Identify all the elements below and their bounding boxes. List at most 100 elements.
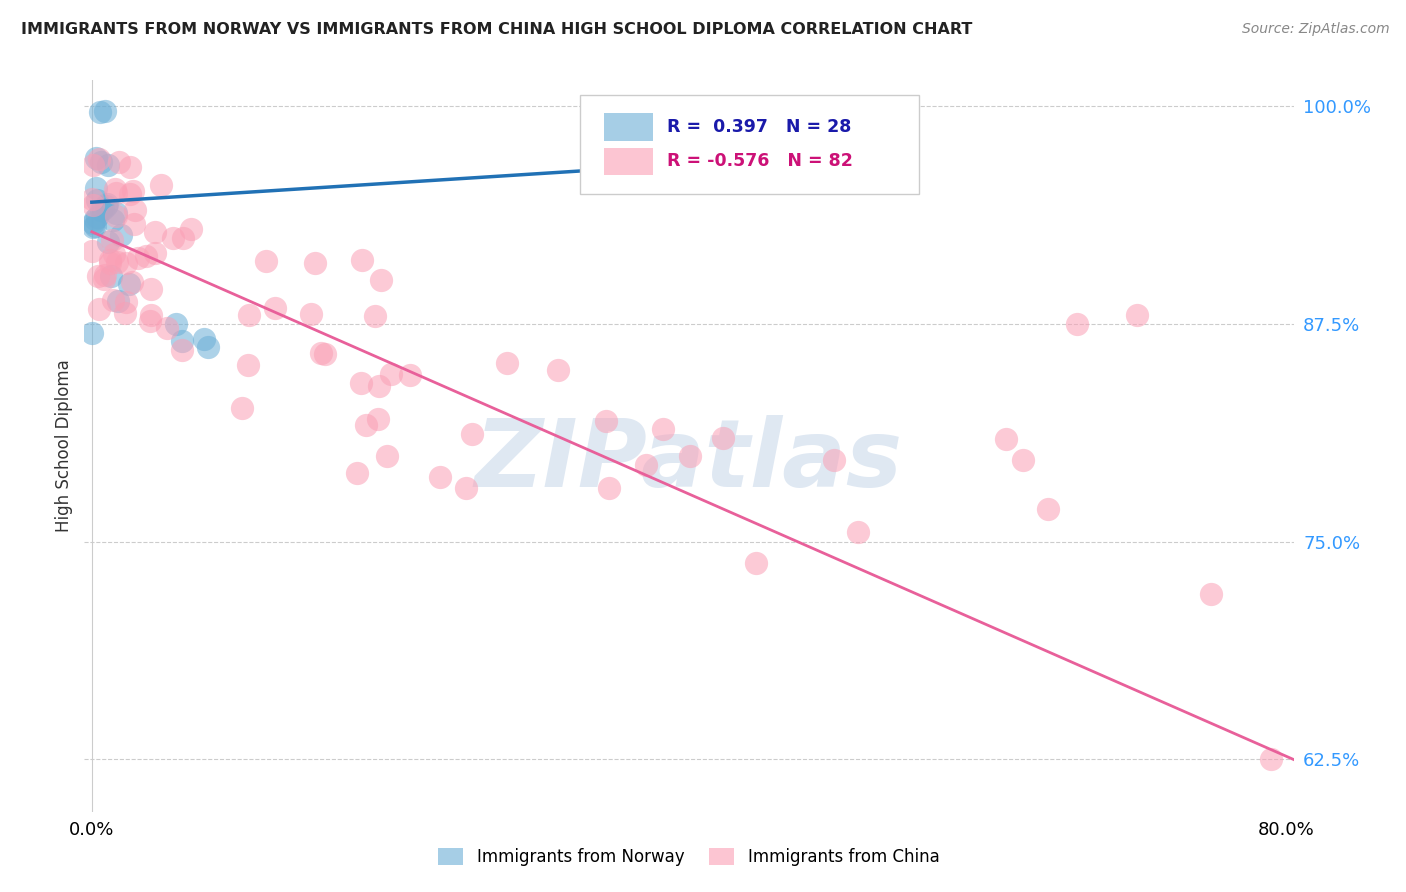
Point xyxy=(368,379,391,393)
Point xyxy=(1260,752,1282,766)
Point xyxy=(104,206,127,220)
Point xyxy=(155,321,177,335)
Point xyxy=(122,217,145,231)
Point xyxy=(87,302,110,317)
Point xyxy=(299,306,322,320)
Point xyxy=(84,181,107,195)
Point xyxy=(172,231,194,245)
Point xyxy=(86,211,108,225)
Point xyxy=(135,249,157,263)
Point xyxy=(104,186,127,200)
Point xyxy=(1201,587,1223,601)
Point xyxy=(96,197,118,211)
Point xyxy=(180,221,202,235)
Point xyxy=(145,246,167,260)
Point xyxy=(82,216,104,230)
Point xyxy=(103,213,125,227)
Point xyxy=(745,556,768,570)
Point xyxy=(1036,502,1059,516)
Point xyxy=(100,268,122,283)
Text: R =  0.397   N = 28: R = 0.397 N = 28 xyxy=(668,118,852,136)
Point xyxy=(429,469,451,483)
Point xyxy=(711,431,734,445)
Point xyxy=(165,317,187,331)
Point xyxy=(363,309,385,323)
Point xyxy=(94,104,117,119)
Point xyxy=(114,305,136,319)
FancyBboxPatch shape xyxy=(605,147,652,176)
Point xyxy=(94,199,117,213)
Text: ZIPatlas: ZIPatlas xyxy=(475,415,903,507)
Point xyxy=(495,356,517,370)
Point xyxy=(238,309,260,323)
Point xyxy=(121,276,143,290)
Point xyxy=(994,432,1017,446)
FancyBboxPatch shape xyxy=(605,113,652,141)
Point xyxy=(97,158,120,172)
Point xyxy=(311,346,333,360)
Point xyxy=(139,308,162,322)
Point xyxy=(101,233,124,247)
Point xyxy=(162,231,184,245)
Point xyxy=(454,481,477,495)
Point xyxy=(115,294,138,309)
Point xyxy=(1066,317,1088,331)
Point xyxy=(105,255,128,269)
Point xyxy=(104,182,127,196)
Legend: Immigrants from Norway, Immigrants from China: Immigrants from Norway, Immigrants from … xyxy=(432,841,946,873)
Point xyxy=(82,198,104,212)
Point xyxy=(172,343,194,357)
Point xyxy=(595,414,617,428)
Point xyxy=(350,252,373,267)
Point xyxy=(80,192,103,206)
Y-axis label: High School Diploma: High School Diploma xyxy=(55,359,73,533)
Point xyxy=(314,347,336,361)
Point xyxy=(1012,452,1035,467)
Point xyxy=(98,256,121,270)
Point xyxy=(380,367,402,381)
Text: Source: ZipAtlas.com: Source: ZipAtlas.com xyxy=(1241,22,1389,37)
Point xyxy=(89,104,111,119)
Point xyxy=(107,294,129,309)
Point xyxy=(82,244,104,258)
Point xyxy=(356,418,378,433)
Point xyxy=(193,332,215,346)
Point xyxy=(375,449,398,463)
Point xyxy=(263,301,285,315)
Point xyxy=(236,359,259,373)
Point xyxy=(93,268,115,282)
FancyBboxPatch shape xyxy=(581,95,918,194)
Point xyxy=(367,412,389,426)
Point xyxy=(636,458,658,473)
Point xyxy=(346,467,368,481)
Point xyxy=(90,155,112,169)
Point xyxy=(100,253,122,268)
Point xyxy=(117,277,139,292)
Point xyxy=(231,401,253,415)
Point xyxy=(84,219,107,233)
Point xyxy=(87,268,110,283)
Point xyxy=(90,203,112,218)
Point xyxy=(87,153,110,167)
Point xyxy=(679,449,702,463)
Point xyxy=(254,254,277,268)
Point xyxy=(370,273,392,287)
Point xyxy=(461,427,484,442)
Text: R = -0.576   N = 82: R = -0.576 N = 82 xyxy=(668,153,853,170)
Point xyxy=(172,334,194,348)
Point xyxy=(118,186,141,201)
Point xyxy=(82,158,104,172)
Point xyxy=(139,282,162,296)
Point xyxy=(197,340,219,354)
Point xyxy=(83,212,105,227)
Point xyxy=(1126,309,1149,323)
Point xyxy=(124,203,146,218)
Point xyxy=(304,256,326,270)
Point xyxy=(110,227,132,242)
Point xyxy=(80,326,103,340)
Point xyxy=(399,368,422,382)
Point xyxy=(101,293,124,307)
Point xyxy=(823,453,845,467)
Text: IMMIGRANTS FROM NORWAY VS IMMIGRANTS FROM CHINA HIGH SCHOOL DIPLOMA CORRELATION : IMMIGRANTS FROM NORWAY VS IMMIGRANTS FRO… xyxy=(21,22,973,37)
Point xyxy=(86,193,108,207)
